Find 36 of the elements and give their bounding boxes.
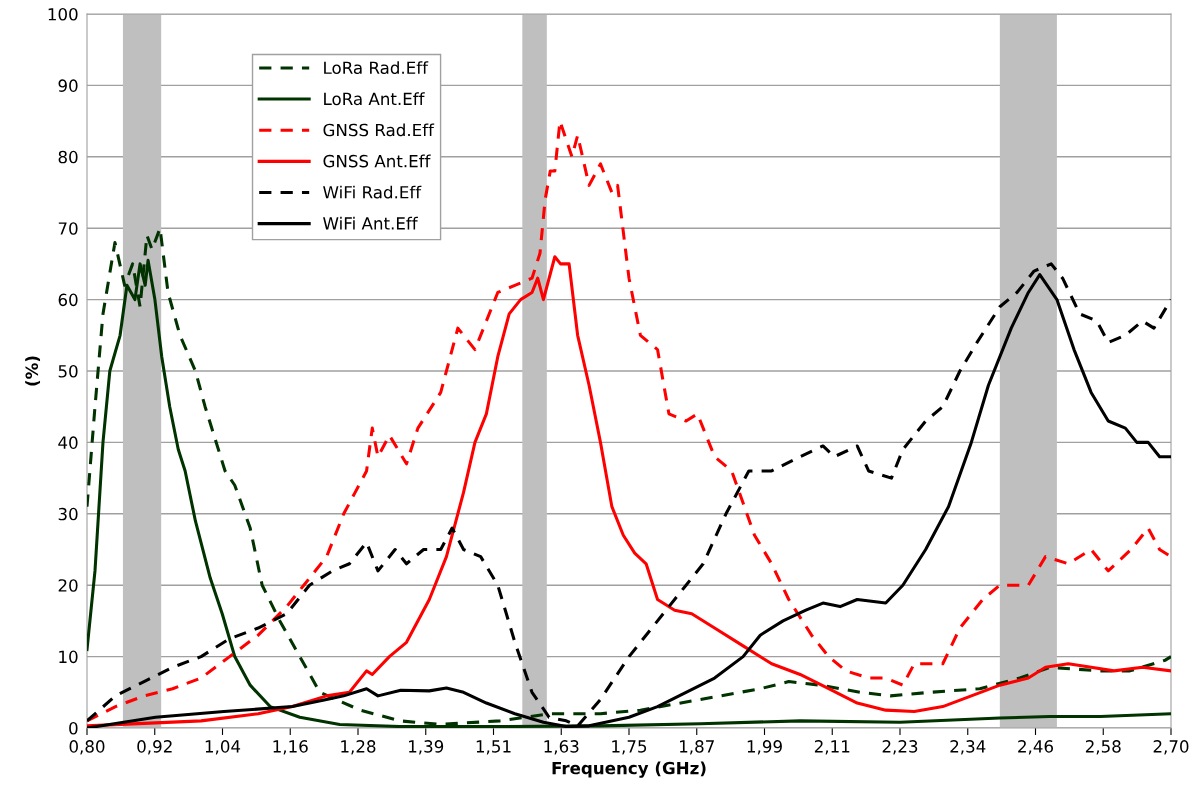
y-tick-label: 20 bbox=[58, 579, 78, 592]
x-tick-label: 1,51 bbox=[476, 740, 511, 755]
y-tick-label: 50 bbox=[58, 364, 78, 378]
y-tick-label: 30 bbox=[58, 507, 78, 521]
x-tick-label: 2,46 bbox=[1018, 740, 1054, 755]
x-tick-label: 1,04 bbox=[205, 740, 241, 755]
x-tick-label: 1,75 bbox=[612, 740, 647, 755]
legend-label: WiFi Rad.Eff bbox=[323, 185, 422, 199]
x-tick-label: 2,70 bbox=[1153, 740, 1189, 755]
x-tick-label: 0,80 bbox=[69, 740, 105, 755]
x-tick-label: 1,39 bbox=[409, 740, 444, 755]
y-axis-title: (%) bbox=[25, 356, 41, 386]
x-tick-label: 1,28 bbox=[341, 740, 376, 755]
x-tick-label: 0,92 bbox=[137, 740, 172, 755]
legend-label: LoRa Rad.Eff bbox=[324, 61, 429, 75]
x-tick-label: 2,11 bbox=[814, 740, 850, 755]
legend-label: GNSS Rad.Eff bbox=[323, 123, 435, 137]
y-tick-label: 90 bbox=[58, 79, 78, 92]
y-tick-label: 80 bbox=[58, 150, 78, 164]
legend-label: LoRa Ant.Eff bbox=[324, 92, 425, 106]
x-tick-label: 1,99 bbox=[747, 740, 782, 755]
y-tick-label: 40 bbox=[58, 436, 78, 449]
y-tick-label: 0 bbox=[69, 721, 78, 735]
x-tick-label: 1,63 bbox=[544, 740, 579, 755]
legend-label: GNSS Ant.Eff bbox=[323, 154, 431, 168]
x-tick-label: 2,34 bbox=[950, 740, 986, 755]
x-tick-label: 1,16 bbox=[273, 740, 308, 755]
y-tick-label: 70 bbox=[58, 222, 78, 235]
legend-label: WiFi Ant.Eff bbox=[323, 216, 418, 230]
x-tick-label: 1,87 bbox=[680, 740, 714, 755]
y-tick-label: 100 bbox=[48, 7, 78, 21]
x-tick-label: 2,23 bbox=[882, 740, 918, 755]
x-tick-label: 2,58 bbox=[1085, 740, 1121, 755]
y-tick-label: 10 bbox=[59, 650, 78, 664]
x-axis-title: Frequency (GHz) bbox=[552, 761, 706, 778]
y-tick-label: 60 bbox=[58, 293, 78, 307]
